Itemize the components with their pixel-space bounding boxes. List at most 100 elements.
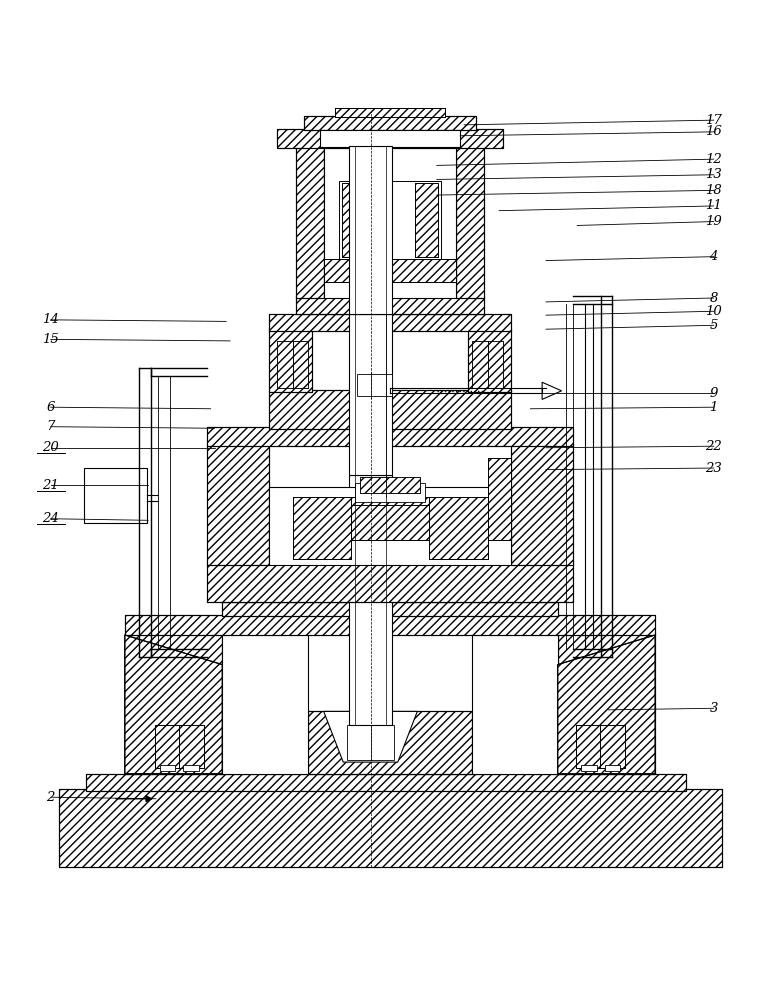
Bar [357, 374, 392, 395]
Bar [558, 633, 655, 774]
Bar [308, 712, 472, 774]
Bar [472, 341, 488, 387]
Bar [511, 444, 573, 565]
Bar [349, 312, 392, 475]
Text: 15: 15 [42, 333, 59, 346]
Text: 20: 20 [42, 442, 59, 455]
Bar [296, 297, 484, 314]
Bar [207, 444, 269, 565]
Text: 12: 12 [705, 153, 722, 166]
Text: 10: 10 [705, 305, 722, 317]
Bar [511, 444, 573, 565]
Bar [488, 458, 511, 539]
Polygon shape [542, 383, 562, 399]
Text: 14: 14 [42, 314, 59, 326]
Bar [468, 329, 511, 391]
Bar [296, 146, 324, 298]
Bar [277, 341, 292, 387]
Bar [472, 633, 558, 774]
Bar [456, 146, 484, 298]
Bar [58, 790, 722, 868]
Text: 23: 23 [705, 461, 722, 474]
Bar [277, 129, 503, 148]
Bar [335, 107, 445, 117]
Text: 8: 8 [710, 292, 718, 305]
Text: 3: 3 [710, 702, 718, 715]
Bar [292, 341, 308, 387]
Text: 16: 16 [705, 125, 722, 138]
Bar [342, 183, 365, 256]
Bar [468, 329, 511, 391]
Text: 22: 22 [705, 440, 722, 453]
Bar [207, 427, 573, 447]
Bar [292, 341, 308, 387]
Bar [125, 615, 655, 635]
Bar [324, 259, 456, 282]
Bar [269, 329, 312, 391]
Bar [207, 563, 573, 602]
Bar [320, 129, 460, 147]
Bar [269, 390, 511, 429]
Text: 4: 4 [710, 250, 718, 263]
Text: 11: 11 [705, 199, 722, 212]
Bar [488, 341, 503, 387]
Bar [269, 329, 312, 391]
Bar [58, 790, 722, 868]
Bar [155, 725, 180, 767]
Bar [296, 146, 324, 298]
Text: 9: 9 [710, 387, 718, 399]
Bar [277, 341, 292, 387]
Bar [600, 725, 625, 767]
Bar [360, 477, 420, 493]
Bar [324, 146, 456, 298]
Bar [292, 497, 351, 559]
Bar [308, 712, 472, 774]
Bar [456, 146, 484, 298]
Bar [415, 183, 438, 256]
Bar [304, 116, 476, 130]
Text: 13: 13 [705, 169, 722, 181]
Bar [86, 774, 686, 791]
Bar [296, 297, 484, 314]
Bar [324, 259, 456, 282]
Bar [86, 774, 686, 791]
Bar [155, 725, 180, 767]
Bar [179, 725, 204, 767]
Bar [269, 314, 511, 330]
Bar [222, 602, 558, 616]
Bar [304, 116, 476, 130]
Bar [335, 107, 445, 117]
Bar [349, 146, 392, 314]
Bar [125, 633, 222, 774]
Text: 19: 19 [705, 215, 722, 228]
Bar [576, 725, 601, 767]
Bar [472, 341, 488, 387]
Bar [125, 633, 222, 774]
Bar [558, 633, 655, 774]
Bar [269, 487, 511, 565]
Bar [125, 615, 655, 635]
Bar [84, 468, 147, 523]
Bar [207, 563, 573, 602]
Text: 7: 7 [47, 420, 55, 433]
Bar [349, 475, 392, 725]
Text: 18: 18 [705, 183, 722, 197]
Polygon shape [324, 712, 417, 762]
Bar [355, 483, 425, 502]
Bar [581, 765, 597, 771]
Bar [604, 765, 620, 771]
Bar [207, 444, 269, 565]
Text: 1: 1 [710, 400, 718, 414]
Bar [415, 183, 438, 256]
Bar [576, 725, 601, 767]
Bar [339, 181, 441, 259]
Bar [360, 477, 420, 493]
Bar [222, 602, 558, 616]
Bar [351, 505, 429, 539]
Polygon shape [558, 635, 655, 774]
Bar [269, 314, 511, 330]
Bar [183, 765, 199, 771]
Bar [429, 497, 488, 559]
Text: 2: 2 [47, 791, 55, 804]
Bar [269, 390, 511, 429]
